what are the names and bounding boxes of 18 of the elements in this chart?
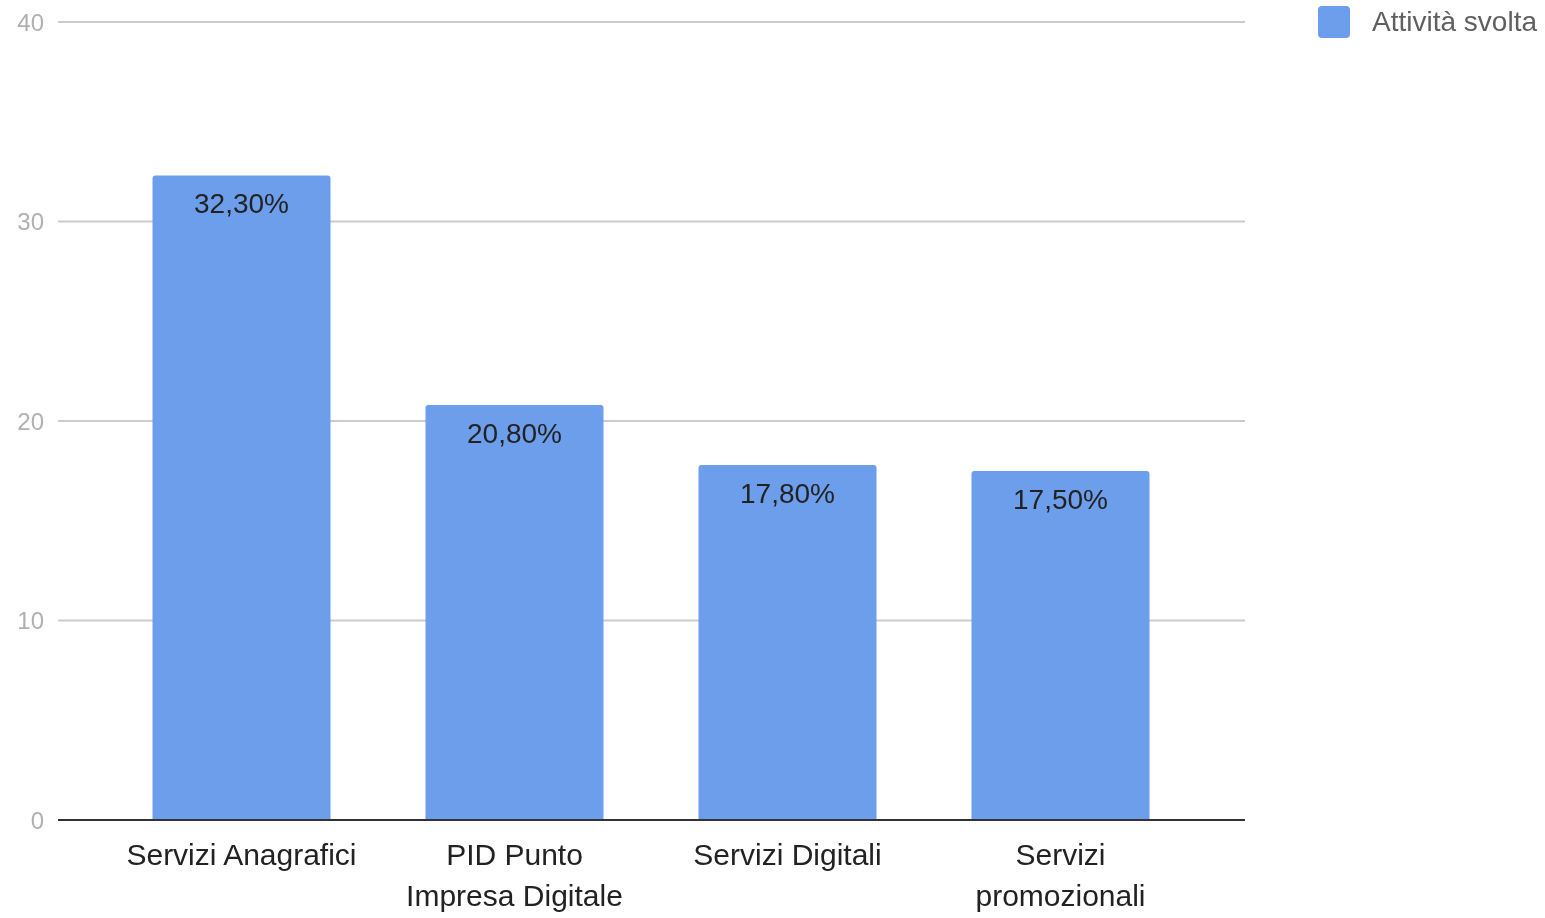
data-label: 32,30% (194, 188, 289, 220)
y-tick-label: 0 (30, 806, 44, 834)
y-tick-label: 30 (17, 208, 44, 236)
y-tick-label: 10 (17, 607, 44, 635)
data-label: 20,80% (467, 417, 562, 449)
x-tick-label: Servizi Anagrafici (126, 838, 357, 871)
y-tick-label: 40 (17, 8, 44, 36)
bar (425, 405, 604, 820)
x-tick-label: PID Punto Impresa Digitale (406, 838, 623, 912)
data-label: 17,50% (1013, 483, 1108, 515)
x-tick-label: Servizi Digitali (693, 838, 882, 871)
y-tick-label: 20 (17, 407, 44, 435)
legend-label: Attività svolta (1372, 6, 1537, 38)
bar (152, 175, 331, 820)
bar (971, 470, 1150, 820)
data-label: 17,80% (740, 477, 835, 509)
x-tick-label: Servizi promozionali (975, 838, 1146, 912)
bar (698, 464, 877, 820)
